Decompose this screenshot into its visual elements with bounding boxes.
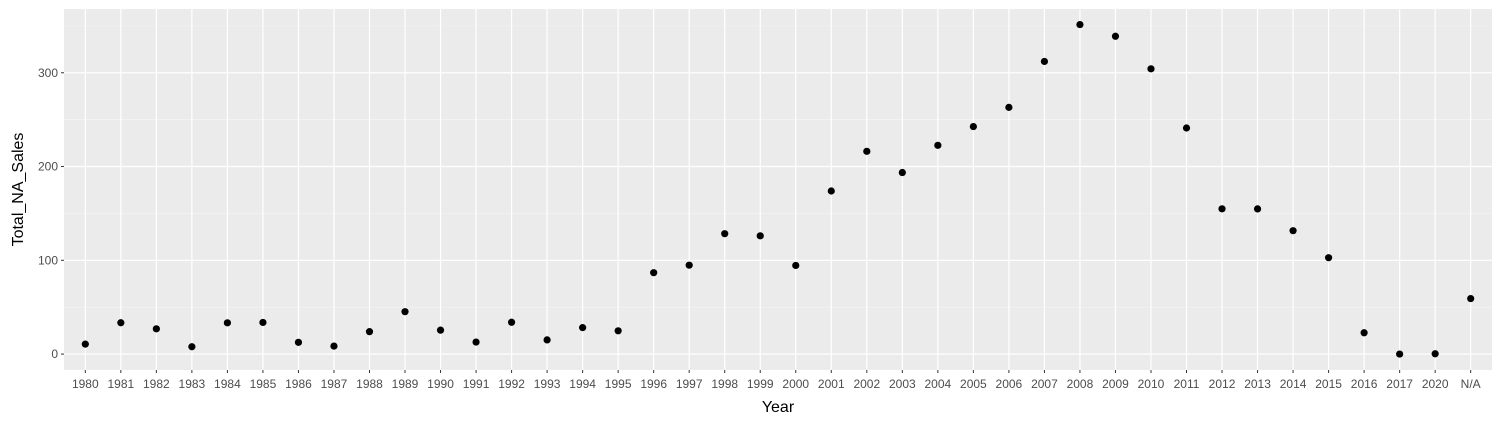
x-tick-label: 1982 bbox=[143, 377, 170, 391]
x-tick-label: 2005 bbox=[960, 377, 987, 391]
data-point bbox=[1040, 57, 1049, 66]
data-points bbox=[81, 20, 1475, 358]
x-axis-ticks: 1980 1981 1982 1983 1984 1985 1986 1987 1988 1989… bbox=[72, 370, 1481, 391]
data-point bbox=[117, 319, 125, 327]
data-point bbox=[436, 326, 445, 334]
y-axis-ticks: 0 100 200 300 bbox=[38, 66, 64, 361]
data-point bbox=[294, 338, 303, 346]
data-point bbox=[1324, 254, 1333, 262]
x-tick-label: 2015 bbox=[1315, 377, 1342, 391]
x-tick-label: 2012 bbox=[1209, 377, 1236, 391]
grid-lines bbox=[64, 9, 1492, 370]
x-tick-label: 2020 bbox=[1422, 377, 1449, 391]
data-point bbox=[792, 261, 800, 270]
data-point bbox=[1111, 32, 1120, 40]
data-point bbox=[756, 232, 764, 240]
x-tick-label: 1985 bbox=[250, 377, 277, 391]
data-point bbox=[863, 147, 871, 155]
data-point bbox=[507, 318, 516, 326]
x-tick-label: 1980 bbox=[72, 377, 99, 391]
data-point bbox=[81, 340, 89, 348]
data-point bbox=[898, 168, 906, 177]
x-tick-label: 1997 bbox=[676, 377, 703, 391]
x-tick-label: 1994 bbox=[569, 377, 596, 391]
x-tick-label: 1993 bbox=[534, 377, 561, 391]
x-tick-label: 2009 bbox=[1102, 377, 1129, 391]
data-point bbox=[650, 269, 658, 277]
x-tick-label: 1983 bbox=[179, 377, 206, 391]
data-point bbox=[1396, 350, 1404, 358]
x-tick-label: 2017 bbox=[1386, 377, 1413, 391]
y-tick-label: 300 bbox=[38, 66, 58, 80]
x-tick-label: 1991 bbox=[463, 377, 490, 391]
x-tick-label: 1996 bbox=[640, 377, 667, 391]
data-point bbox=[934, 141, 942, 149]
x-tick-label: 1988 bbox=[356, 377, 383, 391]
data-point bbox=[330, 342, 338, 350]
data-point bbox=[1076, 20, 1084, 29]
x-axis-title: Year bbox=[762, 399, 795, 416]
data-point bbox=[1253, 205, 1262, 213]
x-tick-label: 1981 bbox=[107, 377, 134, 391]
data-point bbox=[259, 318, 267, 327]
x-tick-label: 1990 bbox=[427, 377, 454, 391]
data-point bbox=[1147, 65, 1155, 73]
data-point bbox=[401, 308, 409, 316]
data-point bbox=[365, 328, 374, 336]
y-tick-label: 200 bbox=[38, 160, 58, 174]
y-tick-label: 0 bbox=[51, 347, 58, 361]
data-point bbox=[579, 324, 587, 332]
x-tick-label: 2013 bbox=[1244, 377, 1271, 391]
x-tick-label: 2010 bbox=[1138, 377, 1165, 391]
y-tick-label: 100 bbox=[38, 253, 58, 267]
y-axis-title: Total_NA_Sales bbox=[10, 133, 27, 247]
x-tick-label: 2014 bbox=[1280, 377, 1307, 391]
x-tick-label: 1984 bbox=[214, 377, 241, 391]
x-tick-label: N/A bbox=[1461, 377, 1481, 391]
data-point bbox=[827, 187, 835, 195]
x-tick-label: 2002 bbox=[853, 377, 880, 391]
data-point bbox=[969, 122, 977, 131]
x-tick-label: 1986 bbox=[285, 377, 312, 391]
data-point bbox=[721, 230, 729, 238]
data-point bbox=[472, 338, 480, 346]
data-point bbox=[188, 343, 196, 351]
x-tick-label: 2001 bbox=[818, 377, 845, 391]
data-point bbox=[1218, 205, 1226, 213]
x-tick-label: 2016 bbox=[1351, 377, 1378, 391]
x-tick-label: 2008 bbox=[1067, 377, 1094, 391]
x-tick-label: 1998 bbox=[711, 377, 738, 391]
x-tick-label: 2003 bbox=[889, 377, 916, 391]
data-point bbox=[614, 327, 622, 335]
x-tick-label: 2011 bbox=[1174, 377, 1200, 391]
data-point bbox=[685, 261, 693, 269]
data-point bbox=[1360, 329, 1368, 337]
x-tick-label: 2007 bbox=[1031, 377, 1058, 391]
data-point bbox=[223, 319, 232, 327]
x-tick-label: 1992 bbox=[498, 377, 525, 391]
data-point bbox=[1289, 227, 1297, 235]
x-tick-label: 2004 bbox=[924, 377, 951, 391]
data-point bbox=[1182, 124, 1191, 132]
x-tick-label: 1999 bbox=[747, 377, 774, 391]
data-point bbox=[1467, 294, 1475, 303]
x-tick-label: 1989 bbox=[392, 377, 419, 391]
x-tick-label: 2000 bbox=[782, 377, 809, 391]
data-point bbox=[152, 325, 160, 333]
x-tick-label: 1987 bbox=[321, 377, 348, 391]
data-point bbox=[1431, 350, 1439, 358]
plot-panel bbox=[64, 9, 1492, 370]
x-tick-label: 2006 bbox=[996, 377, 1023, 391]
data-point bbox=[543, 336, 551, 344]
data-point bbox=[1005, 103, 1013, 111]
x-tick-label: 1995 bbox=[605, 377, 632, 391]
